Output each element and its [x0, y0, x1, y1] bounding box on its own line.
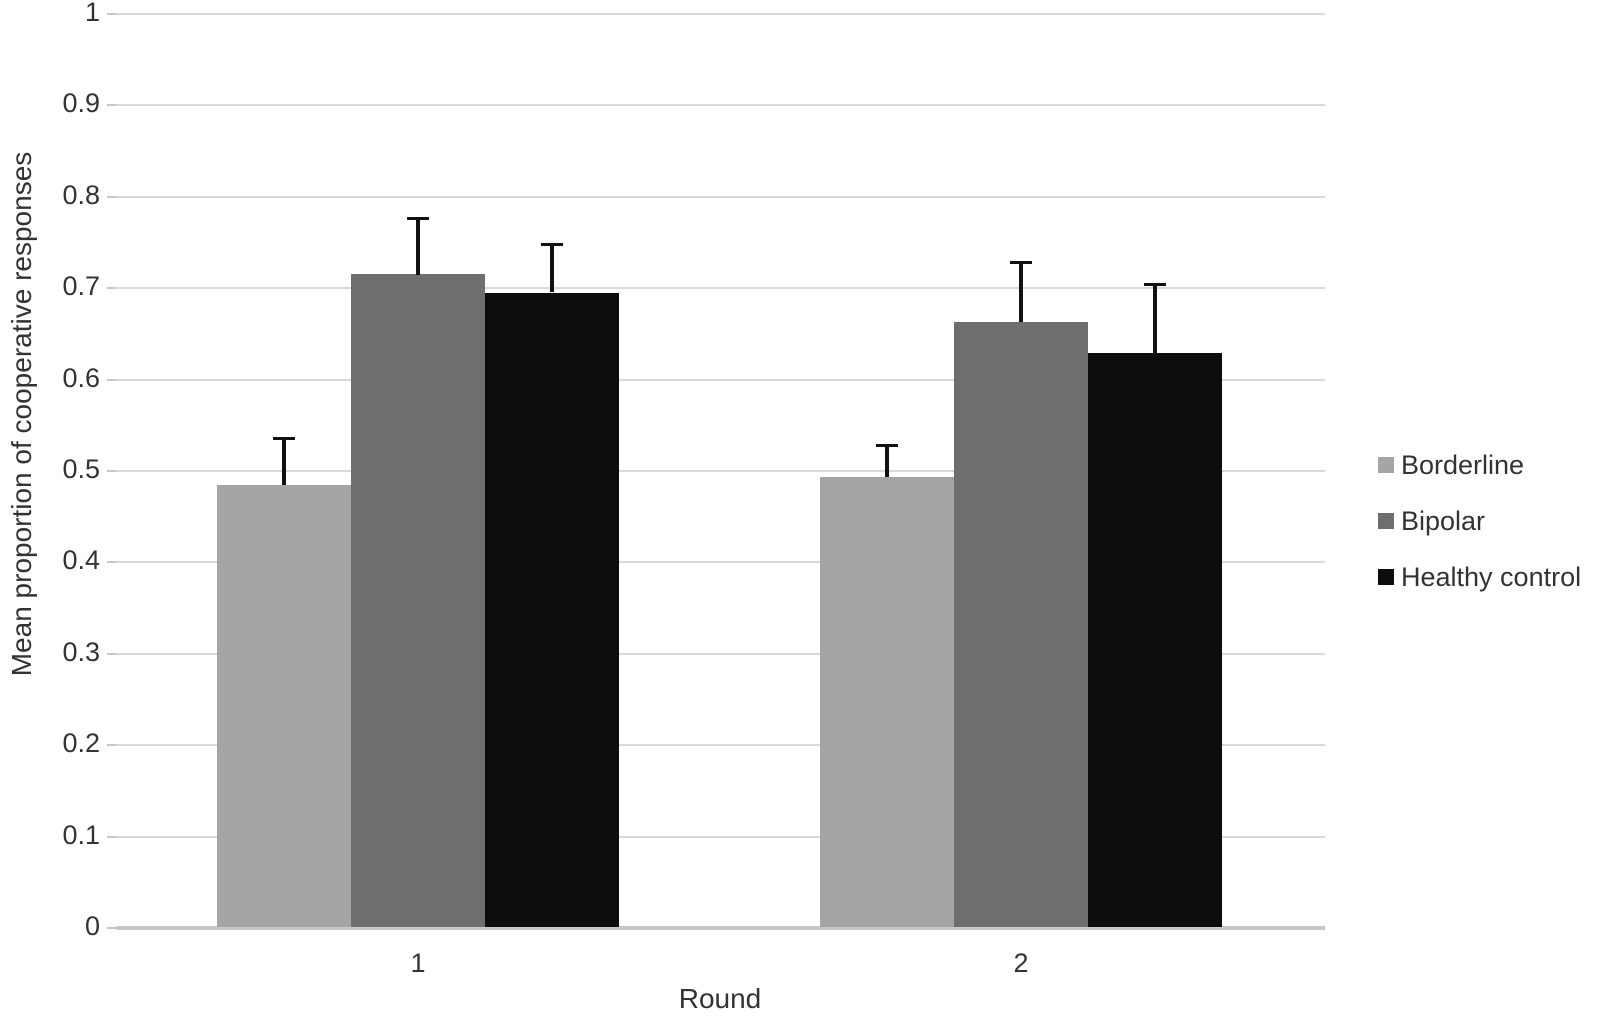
legend-label: Borderline	[1401, 449, 1525, 480]
y-tick-label: 0.8	[62, 180, 100, 210]
y-tick-mark	[107, 470, 116, 472]
error-bar-stem	[885, 444, 889, 477]
y-tick-label: 0	[84, 911, 100, 941]
y-tick-mark	[107, 927, 116, 929]
legend-item-bipolar: Bipolar	[1378, 505, 1581, 537]
plot-area	[107, 13, 1325, 930]
y-axis-title: Mean proportion of cooperative responses	[6, 151, 37, 677]
y-tick-label: 0.3	[62, 637, 100, 667]
y-tick-label: 0.5	[62, 454, 100, 484]
y-tick-mark	[107, 104, 116, 106]
bar-bipolar-round-1	[351, 274, 485, 927]
y-tick-label: 0.9	[62, 88, 100, 118]
error-bar-bipolar-round-1	[407, 217, 429, 275]
legend-label: Bipolar	[1401, 505, 1486, 536]
y-tick-label: 0.4	[62, 545, 100, 575]
y-tick-mark	[107, 13, 116, 15]
gridline	[116, 653, 1325, 655]
error-bar-borderline-round-1	[273, 437, 295, 485]
y-tick-label: 0.6	[62, 363, 100, 393]
y-tick-mark	[107, 744, 116, 746]
x-tick-label-round-1: 1	[410, 948, 426, 978]
legend-swatch-icon	[1378, 513, 1394, 529]
y-tick-label: 0.1	[62, 820, 100, 850]
y-tick-mark	[107, 379, 116, 381]
gridline	[116, 836, 1325, 838]
legend-swatch-icon	[1378, 569, 1394, 585]
error-bar-stem	[1153, 283, 1157, 353]
bar-bipolar-round-2	[954, 322, 1088, 927]
bar-healthy-control-round-1	[485, 293, 619, 927]
legend-item-borderline: Borderline	[1378, 449, 1581, 481]
gridline	[116, 744, 1325, 746]
error-bar-healthy-control-round-1	[541, 243, 563, 292]
x-axis-line	[116, 926, 1325, 930]
error-bar-stem	[550, 243, 554, 292]
legend-swatch-icon	[1378, 457, 1394, 473]
y-tick-mark	[107, 836, 116, 838]
gridline	[116, 561, 1325, 563]
y-tick-mark	[107, 196, 116, 198]
gridline	[116, 104, 1325, 106]
x-tick-label-round-2: 2	[1013, 948, 1029, 978]
y-tick-label: 0.2	[62, 728, 100, 758]
legend-item-healthy-control: Healthy control	[1378, 561, 1581, 593]
gridline	[116, 287, 1325, 289]
gridline	[116, 470, 1325, 472]
x-axis-title: Round	[678, 983, 762, 1014]
legend-label: Healthy control	[1401, 561, 1582, 592]
y-tick-mark	[107, 287, 116, 289]
gridline	[116, 13, 1325, 15]
y-tick-label: 1	[84, 0, 100, 27]
gridline	[116, 379, 1325, 381]
y-tick-label: 0.7	[62, 271, 100, 301]
error-bar-stem	[1019, 261, 1023, 322]
bar-borderline-round-1	[217, 485, 351, 927]
bar-borderline-round-2	[820, 477, 954, 927]
error-bar-bipolar-round-2	[1010, 261, 1032, 322]
error-bar-stem	[282, 437, 286, 485]
error-bar-stem	[416, 217, 420, 275]
y-tick-mark	[107, 561, 116, 563]
error-bar-borderline-round-2	[876, 444, 898, 477]
gridline	[116, 196, 1325, 198]
error-bar-healthy-control-round-2	[1144, 283, 1166, 353]
y-tick-mark	[107, 653, 116, 655]
bar-healthy-control-round-2	[1088, 353, 1222, 927]
legend: Borderline Bipolar Healthy control	[1378, 449, 1581, 617]
